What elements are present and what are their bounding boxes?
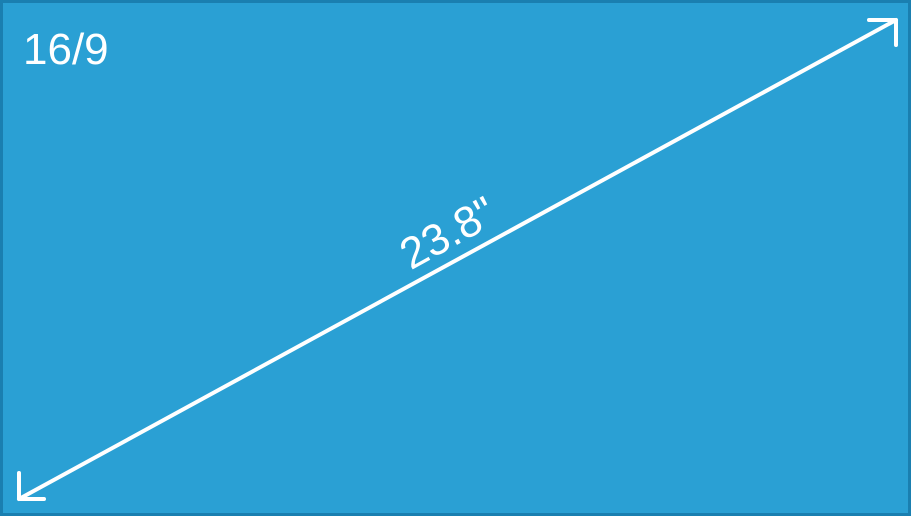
arrowhead-bottom-left-icon [17,471,46,501]
diagonal-measurement: 23.8" [17,18,898,501]
diagonal-line [17,18,898,501]
aspect-ratio-label: 16/9 [23,25,109,74]
arrowhead-top-right-icon [867,18,898,47]
